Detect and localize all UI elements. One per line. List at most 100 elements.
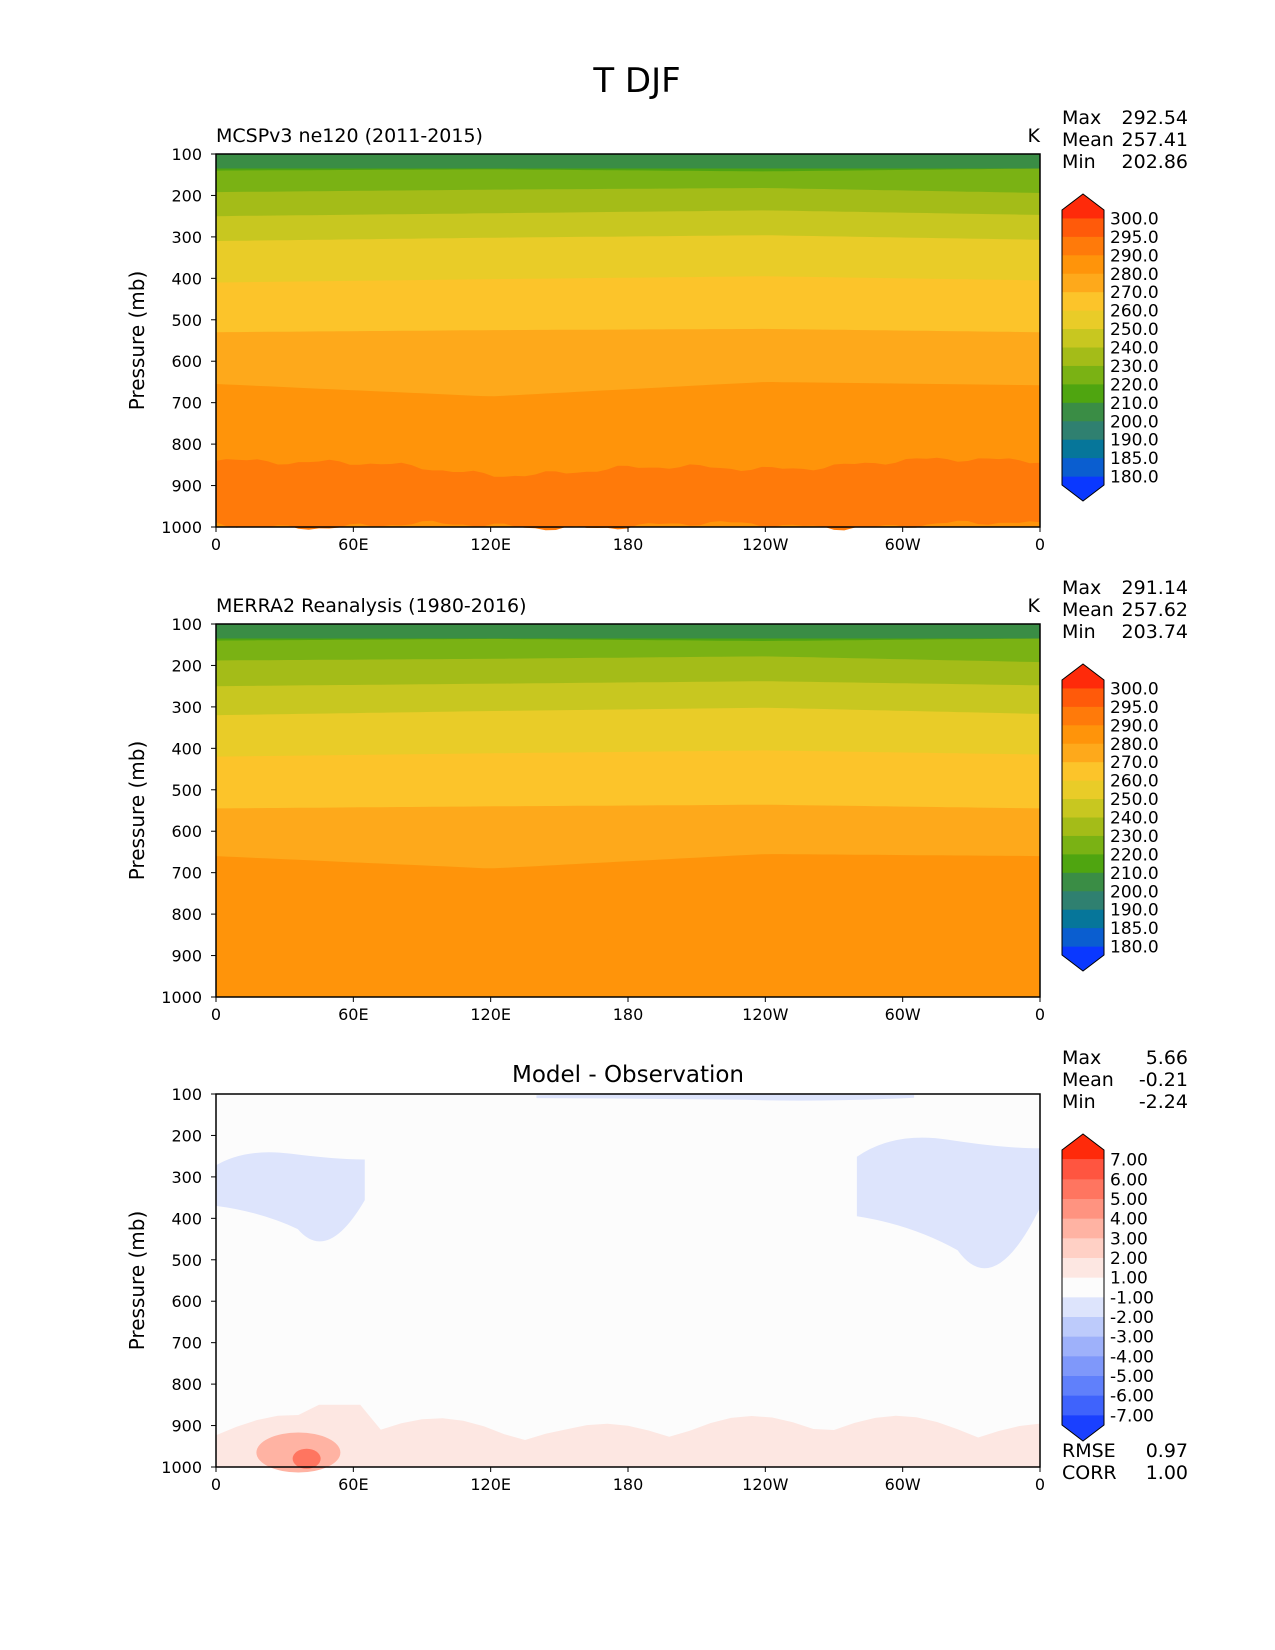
colorbar-label: 230.0 <box>1110 357 1159 377</box>
xtick-label: 60W <box>885 1005 921 1024</box>
colorbar-swatch <box>1062 706 1104 726</box>
positive-region <box>216 1404 1040 1467</box>
ytick-label: 900 <box>171 947 202 966</box>
colorbar-swatch <box>1062 1297 1104 1318</box>
colorbar-label: -6.00 <box>1110 1387 1154 1407</box>
colorbar-swatch <box>1062 1179 1104 1200</box>
colorbar-swatch <box>1062 928 1104 948</box>
colorbar-swatch <box>1062 725 1104 745</box>
panel-units: K <box>1028 125 1041 147</box>
ytick-label: 700 <box>171 1334 202 1353</box>
ytick-label: 100 <box>171 615 202 634</box>
ytick-label: 200 <box>171 186 202 205</box>
colorbar-label: 190.0 <box>1110 431 1159 451</box>
colorbar-swatch <box>1062 743 1104 763</box>
xtick-label: 0 <box>1035 1005 1045 1024</box>
stat-label-max: Max <box>1062 577 1101 599</box>
ytick-label: 500 <box>171 1251 202 1270</box>
colorbar-swatch <box>1062 421 1104 441</box>
ytick-label: 900 <box>171 477 202 496</box>
ytick-label: 200 <box>171 1126 202 1145</box>
panel-obs: 300.0295.0290.0280.0270.0260.0250.0240.0… <box>125 577 1188 1024</box>
colorbar-label: 3.00 <box>1110 1229 1148 1249</box>
xtick-label: 120E <box>470 535 511 554</box>
colorbar-swatch <box>1062 688 1104 708</box>
colorbar-swatch <box>1062 458 1104 478</box>
xtick-label: 0 <box>1035 1475 1045 1494</box>
colorbar-label: -3.00 <box>1110 1328 1154 1348</box>
stat-value-mean: -0.21 <box>1139 1069 1188 1091</box>
ylabel: Pressure (mb) <box>125 271 149 411</box>
stat-value-rmse: 0.97 <box>1146 1440 1188 1462</box>
colorbar-swatch <box>1062 365 1104 385</box>
colorbar-swatch <box>1062 909 1104 929</box>
ytick-label: 700 <box>171 394 202 413</box>
colorbar-label: -1.00 <box>1110 1288 1154 1308</box>
colorbar-swatch <box>1062 255 1104 275</box>
panels-group: 300.0295.0290.0280.0270.0260.0250.0240.0… <box>125 107 1188 1494</box>
ytick-label: 300 <box>171 1168 202 1187</box>
ytick-label: 1000 <box>161 518 202 537</box>
colorbar-swatch <box>1062 780 1104 800</box>
ytick-label: 100 <box>171 145 202 164</box>
colorbar-label: 4.00 <box>1110 1210 1148 1230</box>
colorbar-label: 2.00 <box>1110 1249 1148 1269</box>
positive-peak <box>292 1448 321 1469</box>
ytick-label: 900 <box>171 1417 202 1436</box>
negative-region <box>216 1152 365 1242</box>
ylabel: Pressure (mb) <box>125 741 149 881</box>
stat-value-mean: 257.62 <box>1122 599 1188 621</box>
colorbar-label: 260.0 <box>1110 302 1159 322</box>
colorbar-label: 6.00 <box>1110 1170 1148 1190</box>
colorbar-cap-bottom <box>1062 946 1104 971</box>
colorbar-label: 290.0 <box>1110 246 1159 266</box>
colorbar-swatch <box>1062 1159 1104 1180</box>
ytick-label: 800 <box>171 905 202 924</box>
colorbar-swatch <box>1062 1376 1104 1397</box>
stat-label-min: Min <box>1062 151 1096 173</box>
colorbar-swatch <box>1062 310 1104 330</box>
ytick-label: 500 <box>171 781 202 800</box>
colorbar-label: 200.0 <box>1110 412 1159 432</box>
xtick-label: 180 <box>613 535 644 554</box>
xtick-label: 60W <box>885 1475 921 1494</box>
stat-label-mean: Mean <box>1062 599 1114 621</box>
panel-diff: 7.006.005.004.003.002.001.00-1.00-2.00-3… <box>125 1047 1188 1494</box>
ytick-label: 800 <box>171 435 202 454</box>
colorbar-label: -7.00 <box>1110 1406 1154 1426</box>
colorbar-swatch <box>1062 347 1104 367</box>
colorbar-label: 220.0 <box>1110 375 1159 395</box>
ytick-label: 600 <box>171 1292 202 1311</box>
colorbar-swatch <box>1062 439 1104 459</box>
stat-value-min: 203.74 <box>1122 621 1188 643</box>
colorbar-swatch <box>1062 273 1104 293</box>
colorbar-label: 220.0 <box>1110 845 1159 865</box>
colorbar-outline <box>1061 663 1105 972</box>
stat-label-max: Max <box>1062 107 1101 129</box>
colorbar-cap-bottom <box>1062 1415 1104 1441</box>
xtick-label: 0 <box>1035 535 1045 554</box>
panel-model: 300.0295.0290.0280.0270.0260.0250.0240.0… <box>125 107 1188 554</box>
xtick-label: 180 <box>613 1475 644 1494</box>
colorbar-swatch <box>1062 762 1104 782</box>
ytick-label: 300 <box>171 228 202 247</box>
colorbar-label: 260.0 <box>1110 772 1159 792</box>
colorbar-swatch <box>1062 1277 1104 1298</box>
colorbar-label: 300.0 <box>1110 679 1159 699</box>
colorbar-label: 230.0 <box>1110 827 1159 847</box>
panel-title: MCSPv3 ne120 (2011-2015) <box>216 125 483 147</box>
xtick-label: 0 <box>211 1005 221 1024</box>
xtick-label: 60E <box>338 1475 368 1494</box>
colorbar-label: 295.0 <box>1110 698 1159 718</box>
colorbar-outline <box>1061 1133 1105 1442</box>
colorbar-swatch <box>1062 799 1104 818</box>
xtick-label: 60E <box>338 535 368 554</box>
xtick-label: 120E <box>470 1005 511 1024</box>
colorbar-swatch <box>1062 218 1104 238</box>
colorbar-label: 280.0 <box>1110 265 1159 285</box>
colorbar-label: 180.0 <box>1110 938 1159 958</box>
colorbar-label: -2.00 <box>1110 1308 1154 1328</box>
colorbar-cap-top <box>1062 194 1104 219</box>
stat-label-mean: Mean <box>1062 129 1114 151</box>
colorbar-swatch <box>1062 1336 1104 1357</box>
